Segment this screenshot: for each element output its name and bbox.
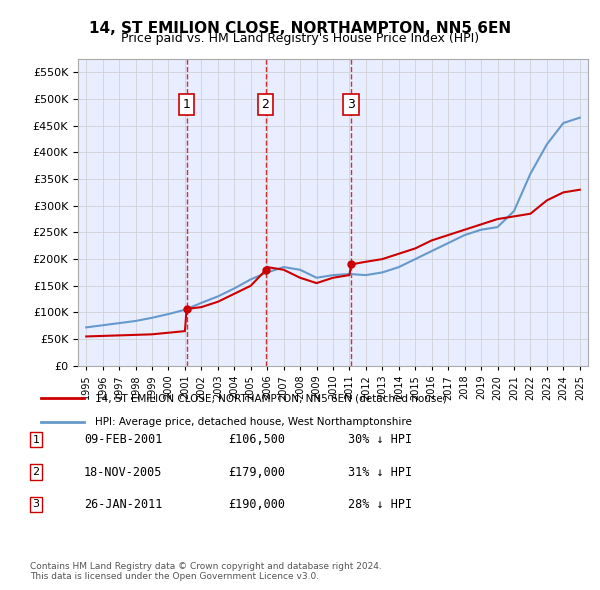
Text: 2: 2 [32, 467, 40, 477]
Text: 1: 1 [32, 435, 40, 444]
Text: 3: 3 [347, 98, 355, 111]
Text: 30% ↓ HPI: 30% ↓ HPI [348, 433, 412, 446]
Text: 26-JAN-2011: 26-JAN-2011 [84, 498, 163, 511]
Text: 3: 3 [32, 500, 40, 509]
Text: 18-NOV-2005: 18-NOV-2005 [84, 466, 163, 478]
Text: 09-FEB-2001: 09-FEB-2001 [84, 433, 163, 446]
Text: £179,000: £179,000 [228, 466, 285, 478]
Text: Price paid vs. HM Land Registry's House Price Index (HPI): Price paid vs. HM Land Registry's House … [121, 32, 479, 45]
Text: 2: 2 [262, 98, 269, 111]
Text: 1: 1 [182, 98, 191, 111]
Text: 14, ST EMILION CLOSE, NORTHAMPTON, NN5 6EN (detached house): 14, ST EMILION CLOSE, NORTHAMPTON, NN5 6… [95, 394, 446, 403]
Text: 31% ↓ HPI: 31% ↓ HPI [348, 466, 412, 478]
Text: HPI: Average price, detached house, West Northamptonshire: HPI: Average price, detached house, West… [95, 417, 412, 427]
Text: 28% ↓ HPI: 28% ↓ HPI [348, 498, 412, 511]
Text: £106,500: £106,500 [228, 433, 285, 446]
Text: 14, ST EMILION CLOSE, NORTHAMPTON, NN5 6EN: 14, ST EMILION CLOSE, NORTHAMPTON, NN5 6… [89, 21, 511, 35]
Text: £190,000: £190,000 [228, 498, 285, 511]
Text: Contains HM Land Registry data © Crown copyright and database right 2024.
This d: Contains HM Land Registry data © Crown c… [30, 562, 382, 581]
